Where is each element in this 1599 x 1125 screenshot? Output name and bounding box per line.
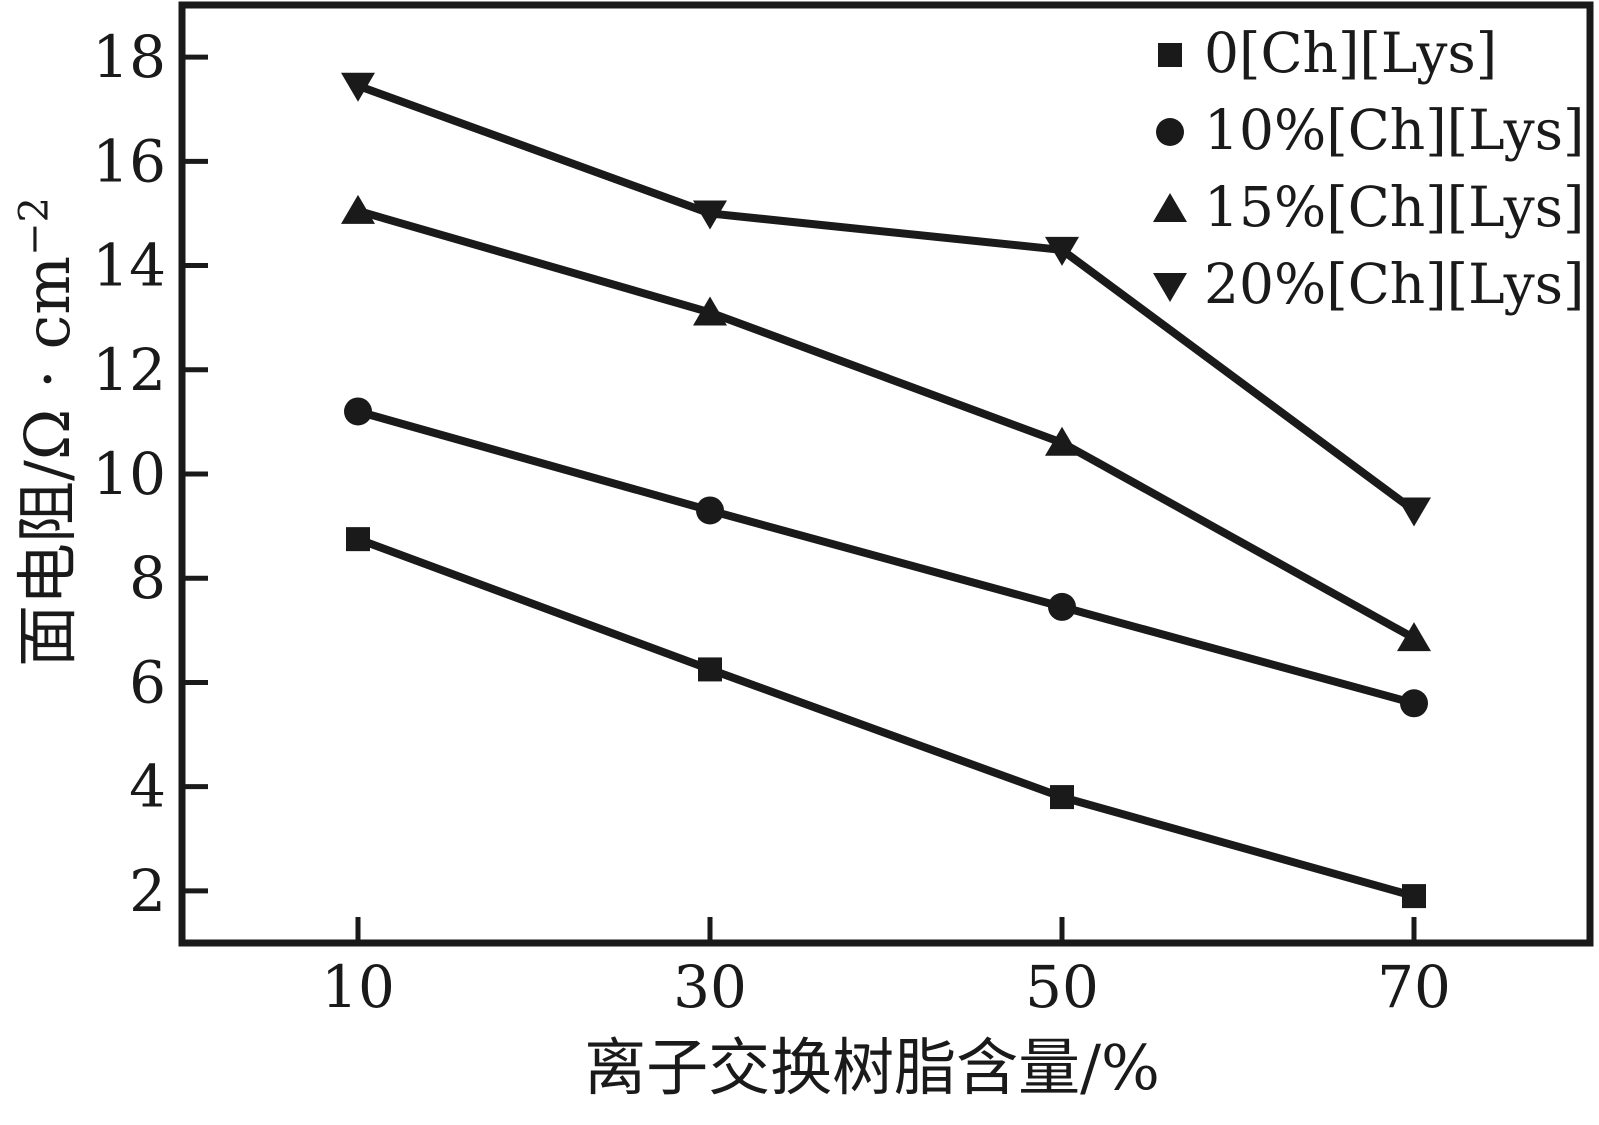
legend-label: 20%[Ch][Lys] <box>1204 251 1585 316</box>
series-marker-triangle-down <box>693 200 727 230</box>
series-marker-triangle-up <box>1397 622 1431 652</box>
series-line <box>356 82 1417 514</box>
series-marker-circle <box>1156 117 1184 146</box>
legend-item: 20%[Ch][Lys] <box>1148 245 1584 322</box>
y-tick-label: 2 <box>129 857 166 925</box>
legend-label: 0[Ch][Lys] <box>1204 20 1498 85</box>
series-marker-square <box>1050 785 1074 810</box>
y-axis-label-exponent: −2 <box>11 197 58 257</box>
y-tick-label: 18 <box>92 23 166 91</box>
x-tick-label: 70 <box>1377 953 1451 1021</box>
series-marker-triangle-down <box>1153 272 1187 302</box>
series-marker-square <box>346 527 370 552</box>
series-marker-triangle-up <box>693 296 727 326</box>
y-tick-label: 16 <box>92 127 166 195</box>
legend-square-icon <box>1158 42 1182 67</box>
y-axis-label-base: 面电阻/Ω · cm <box>11 256 84 667</box>
legend-triangle-up-icon <box>1153 192 1187 222</box>
series-marker-triangle-down <box>1045 236 1079 266</box>
y-tick-label: 4 <box>129 753 166 821</box>
series-marker-triangle-up <box>1153 192 1187 222</box>
y-tick-label: 10 <box>92 440 166 508</box>
series-line <box>356 535 1416 900</box>
y-tick-label: 6 <box>129 648 166 716</box>
series-marker-circle <box>344 397 372 426</box>
legend-label: 15%[Ch][Lys] <box>1204 174 1585 239</box>
series-line <box>356 407 1416 708</box>
legend-circle-icon <box>1156 117 1184 146</box>
series-marker-square <box>1402 884 1426 909</box>
series-marker-circle <box>696 496 724 525</box>
series-marker-square <box>698 657 722 682</box>
series-marker-triangle-down <box>341 72 375 102</box>
x-tick-label: 30 <box>673 953 747 1021</box>
y-tick-label: 12 <box>92 336 166 404</box>
legend-label: 10%[Ch][Lys] <box>1204 97 1585 162</box>
series-marker-triangle-down <box>1397 497 1431 527</box>
legend-triangle-down-icon <box>1153 272 1187 302</box>
x-tick-label: 10 <box>321 953 395 1021</box>
y-tick-label: 14 <box>92 232 166 300</box>
chart-legend: 0[Ch][Lys] 10%[Ch][Lys] 15%[Ch][Lys] 20%[Ch… <box>1148 14 1584 322</box>
y-axis-label: 面电阻/Ω · cm−2 <box>0 197 87 667</box>
series-marker-triangle-up <box>341 194 375 224</box>
series-marker-circle <box>1400 689 1428 718</box>
x-axis-label: 离子交换树脂含量/% <box>584 1031 1160 1104</box>
legend-item: 0[Ch][Lys] <box>1148 14 1584 91</box>
legend-item: 15%[Ch][Lys] <box>1148 168 1584 245</box>
series-line <box>356 206 1416 642</box>
series-marker-triangle-up <box>1045 426 1079 456</box>
y-tick-label: 8 <box>129 544 166 612</box>
legend-item: 10%[Ch][Lys] <box>1148 91 1584 168</box>
series-marker-square <box>1158 42 1182 67</box>
series-marker-circle <box>1048 592 1076 621</box>
x-tick-label: 50 <box>1025 953 1099 1021</box>
